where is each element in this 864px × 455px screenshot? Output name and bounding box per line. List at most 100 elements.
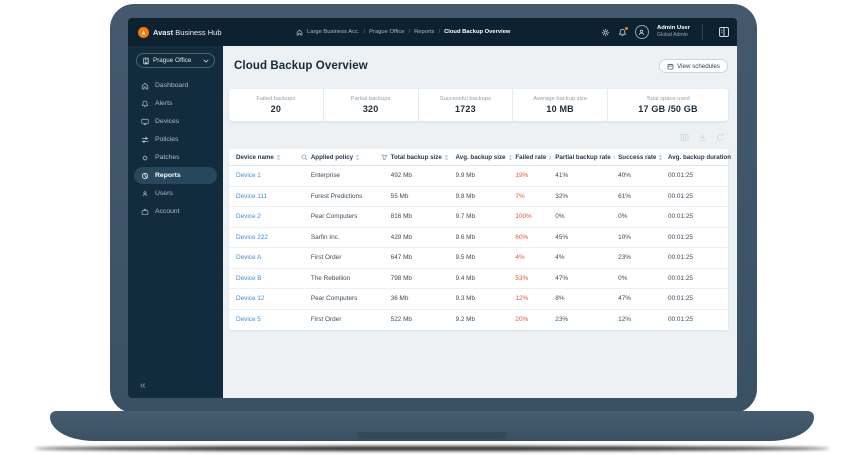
sort-icon[interactable] xyxy=(276,154,281,161)
column-label: Avg. backup size xyxy=(455,153,506,161)
cell-partial-rate: 8% xyxy=(555,295,565,303)
home-icon[interactable] xyxy=(296,29,303,36)
laptop-shadow xyxy=(34,446,830,451)
cell-partial-rate: 4% xyxy=(555,254,565,262)
table-row[interactable]: Device 2 Pear Computers 816 Mb 9.7 Mb 10… xyxy=(229,207,728,228)
cell-avg-size: 9.4 Mb xyxy=(455,274,476,282)
cell-failed-rate: 60% xyxy=(515,233,529,241)
cell-partial-rate: 45% xyxy=(555,233,569,241)
cell-avg-size: 9.9 Mb xyxy=(455,172,476,180)
column-settings-button[interactable] xyxy=(680,133,689,142)
apps-grid-icon xyxy=(719,27,729,37)
sidebar-item-reports[interactable]: Reports xyxy=(134,167,217,184)
breadcrumb-item[interactable]: Large Business Acc. xyxy=(307,29,360,35)
sidebar-item-label: Account xyxy=(155,208,180,215)
settings-button[interactable] xyxy=(601,28,610,37)
device-link[interactable]: Device 222 xyxy=(236,233,268,241)
cell-total-size: 816 Mb xyxy=(390,213,412,221)
sidebar-item-label: Devices xyxy=(155,118,180,125)
export-button[interactable] xyxy=(698,133,707,142)
building-icon xyxy=(143,57,149,64)
apps-launcher-button[interactable] xyxy=(711,18,737,46)
column-label: Failed rate xyxy=(515,153,547,161)
cell-duration: 00:01:25 xyxy=(668,192,693,200)
app-window: Avast Business Hub Large Business Acc. /… xyxy=(128,18,737,398)
table-row[interactable]: Device A First Order 647 Mb 9.5 Mb 4% 4%… xyxy=(229,248,728,269)
calendar-icon xyxy=(667,63,674,69)
col-failed-rate[interactable]: Failed rate xyxy=(515,154,555,161)
device-link[interactable]: Device 2 xyxy=(236,213,261,221)
column-label: Success rate xyxy=(618,153,657,161)
breadcrumb-item[interactable]: Prague Office xyxy=(369,29,405,35)
table-row[interactable]: Device 5 First Order 522 Mb 9.2 Mb 20% 2… xyxy=(229,310,728,331)
cell-policy: First Order xyxy=(310,316,342,324)
col-device-name[interactable]: Device name xyxy=(229,154,311,161)
cell-partial-rate: 47% xyxy=(555,274,569,282)
sidebar-item-dashboard[interactable]: Dashboard xyxy=(134,77,217,94)
cell-failed-rate: 100% xyxy=(515,213,532,221)
brand[interactable]: Avast Business Hub xyxy=(138,26,296,38)
sort-icon[interactable] xyxy=(508,154,513,161)
col-applied-policy[interactable]: Applied policy xyxy=(311,154,391,161)
cell-avg-size: 9.2 Mb xyxy=(455,316,476,324)
device-link[interactable]: Device A xyxy=(236,254,262,262)
brand-text: Avast Business Hub xyxy=(153,28,222,37)
cell-policy: Enterprise xyxy=(310,172,340,180)
col-success-rate[interactable]: Success rate xyxy=(618,154,668,161)
sidebar-item-alerts[interactable]: Alerts xyxy=(134,95,217,112)
sort-icon[interactable] xyxy=(658,154,663,161)
sidebar-item-patches[interactable]: Patches xyxy=(134,149,217,166)
sidebar-item-policies[interactable]: Policies xyxy=(134,131,217,148)
cell-duration: 00:01:25 xyxy=(668,316,693,324)
device-link[interactable]: Device 12 xyxy=(236,295,265,303)
col-avg-backup-size[interactable]: Avg. backup size xyxy=(456,154,516,161)
cell-duration: 00:01:25 xyxy=(668,295,693,303)
page-title: Cloud Backup Overview xyxy=(234,60,368,72)
user-menu[interactable]: Admin User Global Admin xyxy=(657,25,694,38)
sort-icon[interactable] xyxy=(444,154,449,161)
cell-total-size: 798 Mb xyxy=(390,274,412,282)
sort-icon[interactable] xyxy=(613,154,615,161)
breadcrumb-item[interactable]: Reports xyxy=(414,29,435,35)
col-total-backup-size[interactable]: Total backup size xyxy=(391,154,456,161)
cell-partial-rate: 23% xyxy=(555,316,569,324)
avatar[interactable] xyxy=(634,25,649,39)
download-icon xyxy=(699,134,706,142)
search-icon[interactable] xyxy=(301,154,308,161)
stat-partial-backups: Partial backups 320 xyxy=(324,89,419,121)
device-link[interactable]: Device 5 xyxy=(236,316,261,324)
sidebar-item-users[interactable]: Users xyxy=(134,185,217,202)
topbar-actions: Admin User Global Admin xyxy=(601,18,737,46)
stat-label: Partial backups xyxy=(350,96,391,102)
col-avg-backup-duration[interactable]: Avg. backup duration xyxy=(668,154,731,161)
sidebar-item-account[interactable]: Account xyxy=(134,203,217,220)
refresh-button[interactable] xyxy=(716,133,725,142)
device-link[interactable]: Device 111 xyxy=(236,192,268,200)
table-row[interactable]: Device 1 Enterprise 492 Mb 9.9 Mb 19% 41… xyxy=(229,166,728,187)
sidebar-item-devices[interactable]: Devices xyxy=(134,113,217,130)
sort-icon[interactable] xyxy=(548,154,552,161)
sidebar-collapse-button[interactable]: « xyxy=(140,380,146,391)
filter-icon[interactable] xyxy=(381,154,388,161)
view-schedules-label: View schedules xyxy=(677,62,720,70)
backup-table: Device name Applied policy Tot xyxy=(229,149,731,331)
brand-suffix: Business Hub xyxy=(175,27,222,37)
dashboard-icon xyxy=(140,82,150,90)
table-row[interactable]: Device 111 Forest Predictions 55 Mb 9.8 … xyxy=(229,187,728,207)
table-row[interactable]: Device B The Rebellion 798 Mb 9.4 Mb 53%… xyxy=(229,269,728,289)
table-row[interactable]: Device 222 Sarfin Inc. 429 Mb 9.6 Mb 60%… xyxy=(229,228,728,248)
notifications-button[interactable] xyxy=(618,25,629,37)
device-link[interactable]: Device B xyxy=(236,274,262,282)
org-selector[interactable]: Prague Office xyxy=(136,53,215,68)
col-partial-backup-rate[interactable]: Partial backup rate xyxy=(555,154,618,161)
cell-total-size: 647 Mb xyxy=(390,254,412,262)
topbar-divider xyxy=(702,24,703,40)
table-row[interactable]: Device 12 Pear Computers 36 Mb 9.3 Mb 12… xyxy=(229,289,728,310)
policies-icon xyxy=(140,136,150,144)
sort-icon[interactable] xyxy=(355,154,360,161)
device-link[interactable]: Device 1 xyxy=(236,172,261,180)
stat-value: 20 xyxy=(270,104,282,114)
breadcrumb-separator: / xyxy=(408,29,411,35)
main-content: Cloud Backup Overview View schedules Fai… xyxy=(223,46,737,398)
view-schedules-button[interactable]: View schedules xyxy=(659,59,728,73)
